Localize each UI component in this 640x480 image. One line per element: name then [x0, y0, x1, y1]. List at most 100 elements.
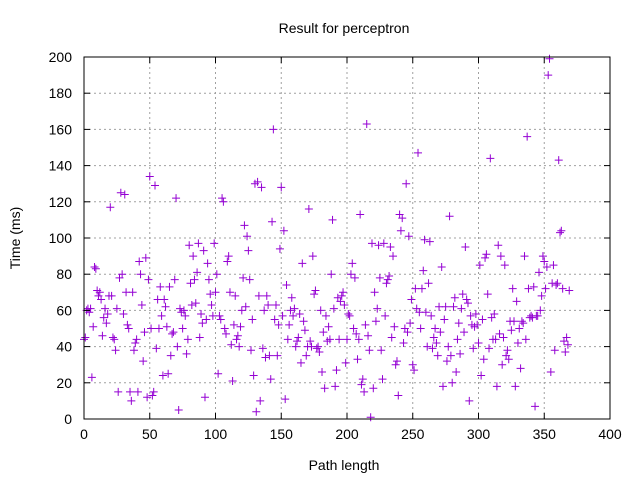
- data-point: [364, 331, 373, 340]
- data-point: [458, 290, 467, 299]
- data-point: [183, 335, 192, 344]
- data-point: [378, 375, 387, 384]
- data-point: [515, 324, 524, 333]
- data-point: [565, 286, 574, 295]
- data-point: [91, 264, 100, 273]
- data-point: [340, 300, 349, 309]
- data-point: [254, 291, 263, 300]
- data-point: [320, 384, 329, 393]
- data-point: [283, 335, 292, 344]
- data-point: [406, 319, 415, 328]
- data-point: [329, 304, 338, 313]
- data-point: [419, 266, 428, 275]
- data-point: [199, 246, 208, 255]
- data-point: [453, 335, 462, 344]
- data-point: [119, 310, 128, 319]
- data-point: [410, 366, 419, 375]
- data-point: [262, 291, 271, 300]
- data-point: [136, 270, 145, 279]
- data-point: [536, 306, 545, 315]
- data-point: [554, 156, 563, 165]
- data-point: [544, 71, 553, 80]
- data-point: [524, 284, 533, 293]
- data-point: [533, 311, 542, 320]
- data-point: [287, 293, 296, 302]
- data-point: [218, 194, 227, 203]
- data-point: [256, 396, 265, 405]
- data-point: [278, 311, 287, 320]
- x-tick-label: 100: [204, 426, 228, 442]
- data-point: [328, 215, 337, 224]
- data-point: [131, 338, 140, 347]
- data-point: [286, 306, 295, 315]
- y-tick-label: 200: [49, 49, 73, 65]
- data-point: [389, 252, 398, 261]
- data-point: [164, 369, 173, 378]
- data-point: [98, 331, 107, 340]
- data-point: [193, 268, 202, 277]
- data-point: [229, 320, 238, 329]
- data-point: [335, 335, 344, 344]
- data-point: [414, 148, 423, 157]
- data-point: [182, 349, 191, 358]
- data-point: [486, 154, 495, 163]
- data-point: [541, 284, 550, 293]
- data-point: [129, 346, 138, 355]
- data-point: [265, 351, 274, 360]
- data-point: [492, 382, 501, 391]
- data-point: [537, 291, 546, 300]
- data-point: [99, 313, 108, 322]
- data-point: [398, 214, 407, 223]
- data-point: [404, 232, 413, 241]
- data-point: [512, 297, 521, 306]
- data-point: [158, 371, 167, 380]
- data-point: [279, 226, 288, 235]
- data-point: [353, 355, 362, 364]
- data-point: [508, 284, 517, 293]
- data-point: [249, 371, 258, 380]
- data-point: [81, 333, 90, 342]
- y-tick-label: 20: [56, 375, 72, 391]
- data-point: [95, 288, 104, 297]
- data-point: [161, 302, 170, 311]
- data-point: [428, 344, 437, 353]
- data-point: [148, 391, 157, 400]
- data-point: [449, 302, 458, 311]
- data-point: [510, 317, 519, 326]
- data-point: [299, 317, 308, 326]
- data-point: [563, 340, 572, 349]
- data-point: [294, 333, 303, 342]
- data-point: [521, 335, 530, 344]
- data-point: [241, 302, 250, 311]
- data-point: [469, 344, 478, 353]
- grid-layer: [84, 57, 610, 419]
- data-point: [156, 282, 165, 291]
- data-point: [332, 366, 341, 375]
- data-point: [102, 319, 111, 328]
- data-point: [232, 335, 241, 344]
- data-point: [456, 349, 465, 358]
- data-point: [149, 387, 158, 396]
- data-point: [331, 382, 340, 391]
- data-point: [343, 335, 351, 344]
- data-point: [463, 299, 472, 308]
- data-point: [562, 333, 571, 342]
- data-point: [87, 373, 96, 382]
- data-point: [421, 308, 430, 317]
- data-point: [448, 378, 457, 387]
- x-tick-label: 400: [598, 426, 622, 442]
- data-point: [174, 405, 183, 414]
- data-point: [561, 348, 570, 357]
- data-point: [454, 319, 463, 328]
- y-tick-label: 180: [49, 85, 73, 101]
- data-point: [110, 335, 119, 344]
- data-point: [431, 324, 440, 333]
- data-point: [101, 304, 110, 313]
- data-point: [513, 338, 522, 347]
- data-point: [118, 270, 127, 279]
- data-point: [277, 183, 286, 192]
- data-point: [379, 239, 388, 248]
- y-tick-label: 60: [56, 302, 72, 318]
- data-point: [189, 252, 198, 261]
- data-point: [457, 304, 466, 313]
